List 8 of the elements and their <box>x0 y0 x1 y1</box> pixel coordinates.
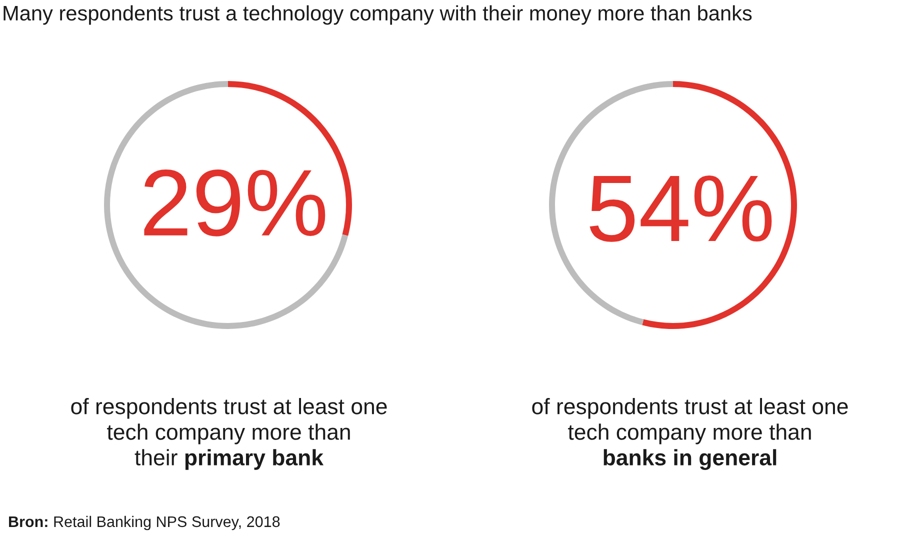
text: banks in general <box>604 449 776 470</box>
donut-slice <box>104 81 348 329</box>
data-label: 54% <box>590 175 772 242</box>
text: Retail Banking NPS Survey, 2018 <box>54 516 280 530</box>
text: Bron: <box>9 516 48 528</box>
text: primary bank <box>185 449 324 470</box>
chart-title: Many respondents trust a technology company with their money more than banks <box>4 5 752 25</box>
data-label: 29% <box>144 169 326 236</box>
